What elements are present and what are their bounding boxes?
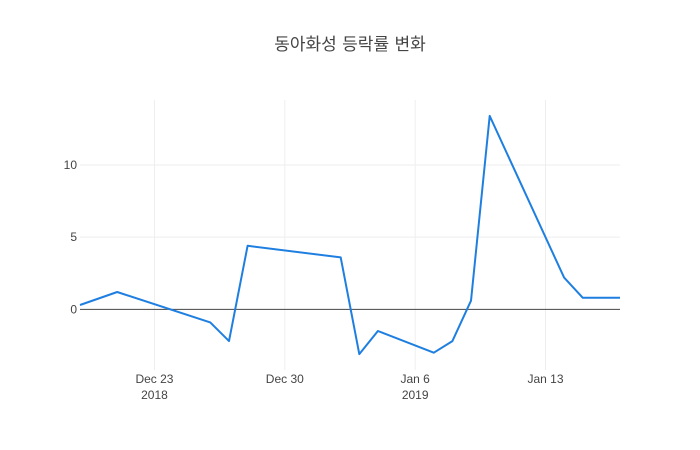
data-point[interactable] bbox=[335, 251, 347, 263]
x-tick-label: Dec 23 bbox=[135, 372, 173, 386]
data-point[interactable] bbox=[428, 347, 440, 359]
data-point[interactable] bbox=[614, 292, 626, 304]
data-point[interactable] bbox=[223, 335, 235, 347]
data-point[interactable] bbox=[484, 110, 496, 122]
series-line bbox=[79, 114, 620, 356]
data-point[interactable] bbox=[595, 292, 607, 304]
data-point[interactable] bbox=[446, 335, 458, 347]
y-tick-label: 10 bbox=[64, 158, 78, 172]
y-tick-label: 5 bbox=[70, 230, 77, 244]
data-point[interactable] bbox=[577, 292, 589, 304]
data-point[interactable] bbox=[204, 316, 216, 328]
x-tick-label: Jan 13 bbox=[528, 372, 564, 386]
data-point[interactable] bbox=[353, 348, 365, 360]
series-layer bbox=[79, 110, 626, 360]
data-point[interactable] bbox=[372, 325, 384, 337]
chart-title: 동아화성 등락률 변화 bbox=[274, 35, 426, 55]
data-point[interactable] bbox=[558, 272, 570, 284]
data-point[interactable] bbox=[111, 286, 123, 298]
x-tick-year-label: 2018 bbox=[141, 388, 168, 402]
data-point[interactable] bbox=[242, 240, 254, 252]
y-tick-label: 0 bbox=[70, 302, 77, 316]
x-tick-year-label: 2019 bbox=[402, 388, 429, 402]
x-tick-label: Jan 6 bbox=[400, 372, 430, 386]
axis-labels: Dec 23 2018 Dec 30 Jan 6 2019 Jan 13 0 5 10 bbox=[64, 158, 564, 402]
grid-layer bbox=[80, 100, 620, 370]
x-tick-label: Dec 30 bbox=[266, 372, 304, 386]
data-point[interactable] bbox=[465, 295, 477, 307]
